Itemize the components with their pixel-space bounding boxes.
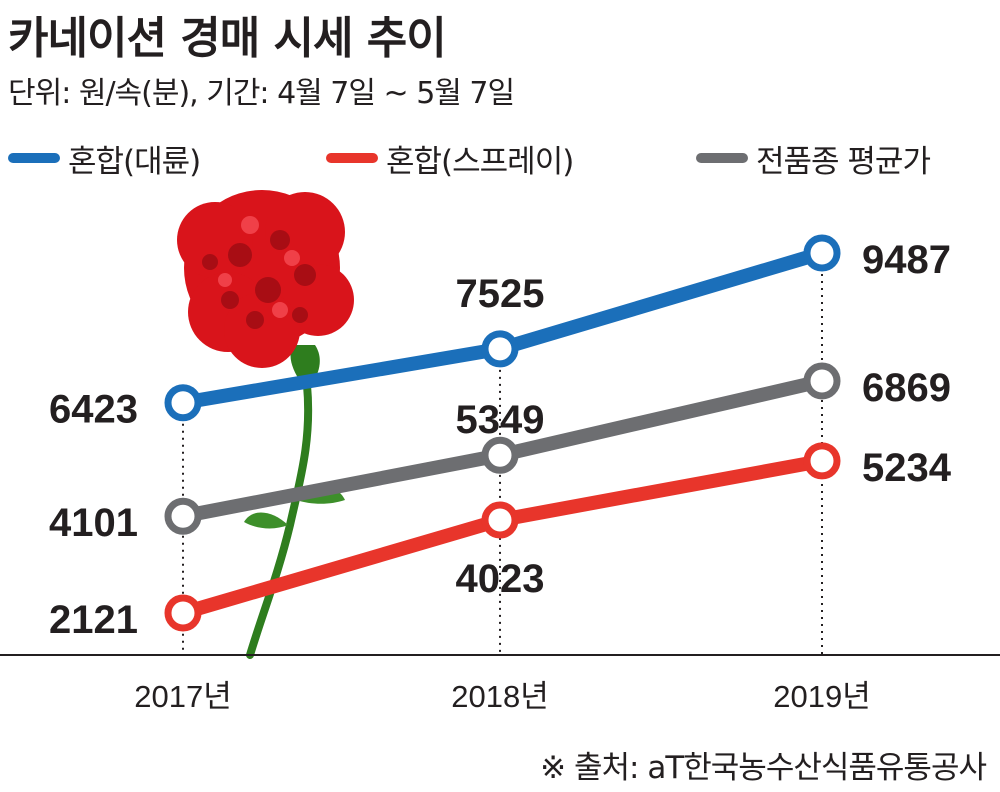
data-point-2-2 bbox=[803, 362, 841, 400]
data-label-1-1: 4023 bbox=[456, 557, 545, 601]
chart-title: 카네이션 경매 시세 추이 bbox=[8, 13, 447, 64]
legend-swatch-gray bbox=[696, 153, 748, 163]
data-point-2-1 bbox=[481, 436, 519, 474]
chart-legend: 혼합(대륜) 혼합(스프레이) 전품종 평균가 bbox=[8, 128, 998, 188]
data-label-2-2: 6869 bbox=[862, 366, 951, 410]
legend-label-gray: 전품종 평균가 bbox=[756, 143, 931, 180]
data-point-0-0 bbox=[164, 384, 202, 422]
source-note: ※ 출처: aT한국농수산식품유통공사 bbox=[540, 750, 987, 786]
legend-item-gray: 전품종 평균가 bbox=[696, 128, 931, 188]
data-label-2-1: 5349 bbox=[456, 398, 545, 442]
data-label-1-0: 2121 bbox=[49, 598, 138, 642]
x-tick-label: 2017년 bbox=[134, 679, 231, 714]
legend-swatch-red bbox=[326, 153, 378, 163]
data-label-1-2: 5234 bbox=[862, 446, 952, 490]
data-point-0-2 bbox=[803, 234, 841, 272]
data-label-2-0: 4101 bbox=[49, 501, 138, 545]
data-point-0-1 bbox=[481, 330, 519, 368]
x-tick-label: 2019년 bbox=[773, 679, 870, 714]
data-point-1-0 bbox=[164, 594, 202, 632]
data-label-0-2: 9487 bbox=[862, 238, 951, 282]
data-label-0-1: 7525 bbox=[456, 272, 545, 316]
chart-subtitle: 단위: 원/속(분), 기간: 4월 7일 ~ 5월 7일 bbox=[8, 76, 515, 111]
data-point-2-0 bbox=[164, 497, 202, 535]
legend-item-red: 혼합(스프레이) bbox=[326, 128, 574, 188]
legend-label-red: 혼합(스프레이) bbox=[386, 143, 574, 180]
legend-label-blue: 혼합(대륜) bbox=[68, 143, 201, 180]
x-tick-label: 2018년 bbox=[451, 679, 548, 714]
legend-item-blue: 혼합(대륜) bbox=[8, 128, 201, 188]
carnation-illustration bbox=[177, 190, 354, 659]
data-point-1-1 bbox=[481, 501, 519, 539]
data-point-1-2 bbox=[803, 442, 841, 480]
data-label-0-0: 6423 bbox=[49, 388, 138, 432]
legend-swatch-blue bbox=[8, 153, 60, 163]
